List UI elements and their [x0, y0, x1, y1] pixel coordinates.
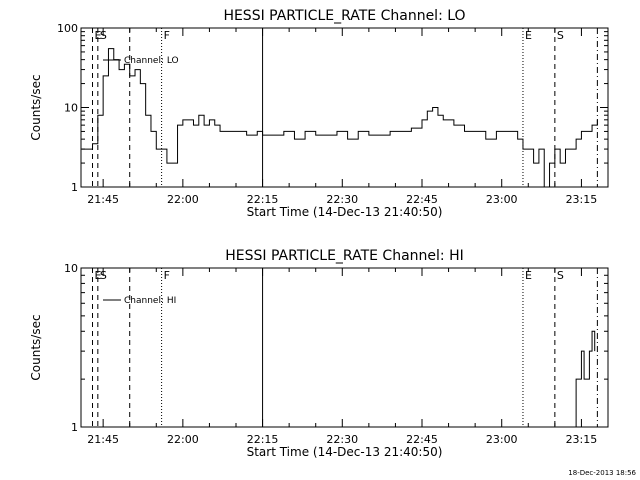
- y-tick-label: 1: [71, 421, 78, 434]
- legend-label: Channel: LO: [124, 56, 179, 66]
- panel-hi: HESSI PARTICLE_RATE Channel: HI 1 10 21:45 2…: [29, 248, 609, 459]
- x-tick-label: 23:15: [566, 433, 598, 446]
- panel-lo: HESSI PARTICLE_RATE Channel: LO 1 10 100 21:…: [29, 8, 609, 219]
- event-marker-label: E: [95, 29, 102, 42]
- y-axis-label: Counts/sec: [29, 74, 43, 140]
- legend-label: Channel: HI: [124, 296, 176, 306]
- event-marker-label: S: [557, 269, 564, 282]
- x-tick-label: 22:00: [167, 433, 199, 446]
- x-tick-label: 22:30: [326, 433, 358, 446]
- x-axis-label: Start Time (14-Dec-13 21:40:50): [247, 205, 443, 219]
- event-marker-label: E: [525, 29, 532, 42]
- chart-title: HESSI PARTICLE_RATE Channel: LO: [223, 8, 465, 24]
- event-marker-label: F: [164, 29, 170, 42]
- x-tick-label: 22:45: [406, 433, 438, 446]
- x-tick-label: 22:15: [247, 193, 279, 206]
- y-tick-label: 10: [64, 262, 78, 275]
- x-tick-label: 22:15: [247, 433, 279, 446]
- plot-frame: [80, 267, 609, 428]
- x-tick-label: 21:45: [87, 433, 119, 446]
- event-marker-label: E: [525, 269, 532, 282]
- x-axis-label: Start Time (14-Dec-13 21:40:50): [247, 445, 443, 459]
- x-tick-label: 22:00: [167, 193, 199, 206]
- event-marker-label: S: [100, 269, 107, 282]
- x-tick-label: 21:45: [87, 193, 119, 206]
- footer-timestamp: 18-Dec-2013 18:56: [568, 469, 636, 477]
- x-tick-label: 23:00: [486, 193, 518, 206]
- chart-title: HESSI PARTICLE_RATE Channel: HI: [225, 248, 463, 264]
- y-axis-label: Counts/sec: [29, 314, 43, 380]
- x-tick-label: 23:00: [486, 433, 518, 446]
- event-marker-label: E: [95, 269, 102, 282]
- x-tick-label: 22:30: [326, 193, 358, 206]
- y-tick-label: 10: [64, 102, 78, 115]
- event-marker-label: S: [100, 29, 107, 42]
- event-marker-label: F: [164, 269, 170, 282]
- y-tick-label: 1: [71, 181, 78, 194]
- data-series-line: [81, 48, 598, 187]
- event-marker-label: S: [557, 29, 564, 42]
- x-tick-label: 22:45: [406, 193, 438, 206]
- plot-frame: [80, 27, 609, 188]
- data-series-line: [570, 330, 596, 427]
- x-tick-label: 23:15: [566, 193, 598, 206]
- y-tick-label: 100: [57, 22, 78, 35]
